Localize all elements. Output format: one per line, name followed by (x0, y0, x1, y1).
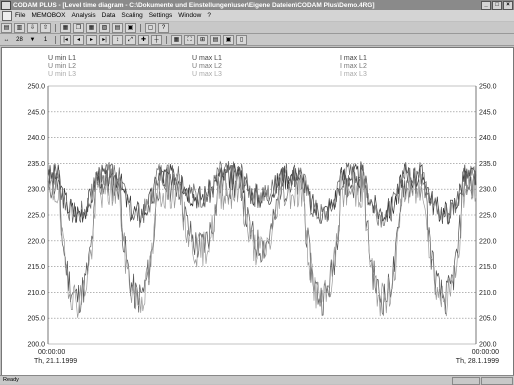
scroll-icon[interactable]: ↔ (3, 36, 10, 43)
y-tick-label-left: 225.0 (27, 213, 45, 220)
toolbar-separator (166, 35, 167, 44)
status-text: Ready (3, 377, 19, 383)
chart-series (47, 160, 477, 318)
chart-legend: U min L1U min L2U min L3 U max L1U max L2… (48, 55, 367, 78)
save-icon[interactable]: ▥ (14, 22, 25, 33)
y-tick-label-left: 250.0 (27, 84, 45, 91)
y-tick-label-left: 230.0 (27, 187, 45, 194)
table-icon[interactable]: ▦ (86, 22, 97, 33)
axis-icon[interactable]: ↕ (112, 34, 123, 45)
y-tick-label-right: 205.0 (479, 316, 497, 323)
y-tick-label-right: 200.0 (479, 342, 497, 349)
prev-icon[interactable]: ◂ (73, 34, 84, 45)
menu-scaling[interactable]: Scaling (121, 12, 143, 19)
main-toolbar: ▤ ▥ ⇩ ⇧ ▦ ❐ ▦ ▨ ▤ ▣ ▢ ? (0, 22, 514, 34)
y-tick-label-left: 210.0 (27, 290, 45, 297)
app-icon (1, 0, 11, 10)
legend-entry: I max L3 (340, 71, 367, 78)
legend-entry: U max L2 (192, 63, 222, 70)
x-start-date: Th, 21.1.1999 (34, 358, 77, 365)
maximize-button[interactable]: □ (492, 1, 502, 10)
document-icon[interactable] (2, 10, 12, 21)
step-icon[interactable]: ▼ (29, 36, 36, 43)
level-time-diagram[interactable]: 250.0 245.0 240.0 235.0 230.0 225.0 220.0 215.0… (1, 47, 514, 376)
toolbar-separator (140, 23, 141, 32)
window-title: CODAM PLUS - [Level time diagram - C:\Do… (13, 1, 375, 9)
y-axis-left: 250.0 245.0 240.0 235.0 230.0 225.0 220.0 215.0… (27, 84, 45, 349)
layout-icon[interactable]: ▣ (223, 34, 234, 45)
y-tick-label-right: 230.0 (479, 187, 497, 194)
legend-entry: U max L1 (192, 55, 222, 62)
next-icon[interactable]: ▸ (86, 34, 97, 45)
status-cell (452, 377, 480, 385)
y-axis-right: 250.0 245.0 240.0 235.0 230.0 225.0 220.0 215.0… (479, 84, 497, 349)
legend-entry: I max L2 (340, 63, 367, 70)
close-button[interactable]: × (503, 1, 513, 10)
y-tick-label-right: 240.0 (479, 135, 497, 142)
y-tick-label-right: 210.0 (479, 290, 497, 297)
series-line (47, 172, 477, 318)
legend-entry: U min L3 (48, 71, 76, 78)
menu-settings[interactable]: Settings (148, 12, 173, 19)
x-end-date: Th, 28.1.1999 (456, 358, 499, 365)
minimize-button[interactable]: _ (481, 1, 491, 10)
print-icon[interactable]: ▦ (60, 22, 71, 33)
scale-icon[interactable]: ⊞ (197, 34, 208, 45)
y-tick-label-left: 245.0 (27, 109, 45, 116)
page-icon[interactable]: ▯ (236, 34, 247, 45)
chart-canvas: 250.0 245.0 240.0 235.0 230.0 225.0 220.0 215.0… (27, 55, 499, 365)
window-icon[interactable]: ▢ (145, 22, 156, 33)
overlay-icon[interactable]: ⛶ (184, 34, 195, 45)
menu-file[interactable]: File (15, 12, 26, 19)
grid-icon[interactable]: ▦ (171, 34, 182, 45)
menu-data[interactable]: Data (101, 12, 116, 19)
y-tick-label-left: 240.0 (27, 135, 45, 142)
step-value[interactable]: 1 (43, 36, 48, 43)
first-icon[interactable]: |◂ (60, 34, 71, 45)
help-icon[interactable]: ? (158, 22, 169, 33)
marker-icon[interactable]: ✚ (138, 34, 149, 45)
legend-entry: U min L1 (48, 55, 76, 62)
import-icon[interactable]: ⇩ (27, 22, 38, 33)
x-start-time: 00:00:00 (38, 349, 65, 356)
series-line (47, 160, 477, 228)
y-tick-label-left: 220.0 (27, 238, 45, 245)
menu-analysis[interactable]: Analysis (71, 12, 96, 19)
toolbar-separator (55, 35, 56, 44)
y-tick-label-left: 205.0 (27, 316, 45, 323)
memo-icon[interactable]: ▣ (125, 22, 136, 33)
cursor-icon[interactable]: ┼ (151, 34, 162, 45)
legend-entry: I max L1 (340, 55, 367, 62)
copy-icon[interactable]: ❐ (73, 22, 84, 33)
last-icon[interactable]: ▸| (99, 34, 110, 45)
y-tick-label-right: 215.0 (479, 264, 497, 271)
y-tick-label-left: 200.0 (27, 342, 45, 349)
y-tick-label-left: 215.0 (27, 264, 45, 271)
menu-help[interactable]: ? (207, 12, 211, 19)
x-end-time: 00:00:00 (472, 349, 499, 356)
menu-bar: File MEMOBOX Analysis Data Scaling Setti… (0, 10, 514, 30)
status-cell (481, 377, 513, 385)
menu-memobox[interactable]: MEMOBOX (31, 12, 66, 19)
open-icon[interactable]: ▤ (1, 22, 12, 33)
y-tick-label-right: 245.0 (479, 109, 497, 116)
menu-window[interactable]: Window (178, 12, 202, 19)
y-tick-label-left: 235.0 (27, 161, 45, 168)
report-icon[interactable]: ▤ (112, 22, 123, 33)
toolbar-separator (55, 23, 56, 32)
y-tick-label-right: 235.0 (479, 161, 497, 168)
chart-icon[interactable]: ▨ (99, 22, 110, 33)
legend-icon[interactable]: ▤ (210, 34, 221, 45)
title-bar: CODAM PLUS - [Level time diagram - C:\Do… (0, 0, 514, 10)
chart-toolbar: ↔ 28 ▼ 1 |◂ ◂ ▸ ▸| ↕ ⤢ ✚ ┼ ▦ ⛶ ⊞ ▤ ▣ ▯ (0, 34, 514, 46)
legend-entry: U min L2 (48, 63, 76, 70)
zoom-level[interactable]: 28 (16, 36, 23, 43)
zoom-icon[interactable]: ⤢ (125, 34, 136, 45)
y-tick-label-right: 220.0 (479, 238, 497, 245)
chart-grid (47, 85, 477, 345)
legend-entry: U max L3 (192, 71, 222, 78)
export-icon[interactable]: ⇧ (40, 22, 51, 33)
y-tick-label-right: 225.0 (479, 213, 497, 220)
y-tick-label-right: 250.0 (479, 84, 497, 91)
